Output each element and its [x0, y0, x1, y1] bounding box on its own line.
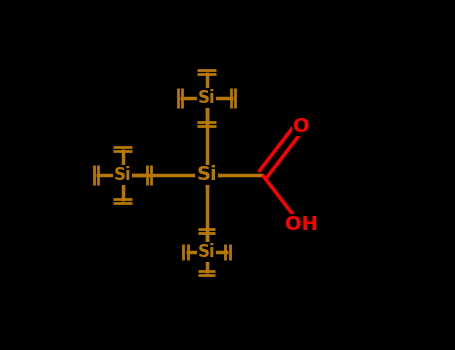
Text: Si: Si: [197, 89, 215, 107]
Text: Si: Si: [197, 243, 215, 261]
Text: O: O: [293, 117, 309, 135]
Text: Si: Si: [114, 166, 131, 184]
Text: OH: OH: [284, 215, 318, 233]
Text: Si: Si: [196, 166, 217, 184]
